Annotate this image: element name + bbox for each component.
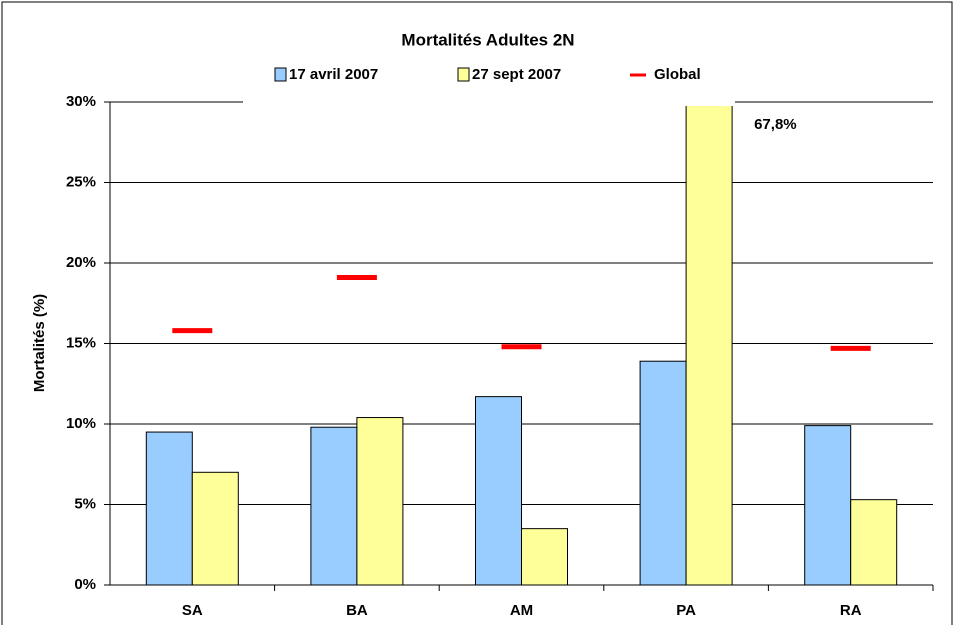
- legend-swatch: [457, 67, 470, 82]
- bar: [191, 471, 239, 586]
- x-tick-label: PA: [676, 602, 696, 619]
- y-tick-label: 30%: [66, 93, 96, 110]
- legend-label: 17 avril 2007: [289, 66, 378, 83]
- y-tick-label: 25%: [66, 173, 96, 190]
- x-tick-label: AM: [510, 602, 533, 619]
- legend-label: 27 sept 2007: [472, 66, 561, 83]
- y-tick-label: 10%: [66, 415, 96, 432]
- y-tick-label: 20%: [66, 254, 96, 271]
- legend-label: Global: [654, 66, 701, 83]
- x-tick-label: BA: [346, 602, 368, 619]
- y-tick-label: 0%: [74, 576, 96, 593]
- y-tick-label: 5%: [74, 495, 96, 512]
- x-tick-label: SA: [182, 602, 203, 619]
- bar: [475, 396, 522, 586]
- y-axis-label: Mortalités (%): [31, 294, 48, 392]
- bar: [310, 426, 358, 586]
- bar: [145, 431, 193, 586]
- y-tick-label: 15%: [66, 334, 96, 351]
- bar: [356, 417, 404, 586]
- value-label: 67,8%: [754, 116, 797, 133]
- legend-bg: [243, 62, 735, 106]
- legend-swatch: [274, 67, 287, 82]
- bar: [804, 425, 852, 586]
- plot-area: [145, 102, 898, 586]
- chart-title: Mortalités Adultes 2N: [401, 30, 574, 49]
- x-tick-label: RA: [840, 602, 862, 619]
- bar: [521, 528, 568, 586]
- bar: [850, 499, 898, 586]
- bar: [639, 360, 687, 586]
